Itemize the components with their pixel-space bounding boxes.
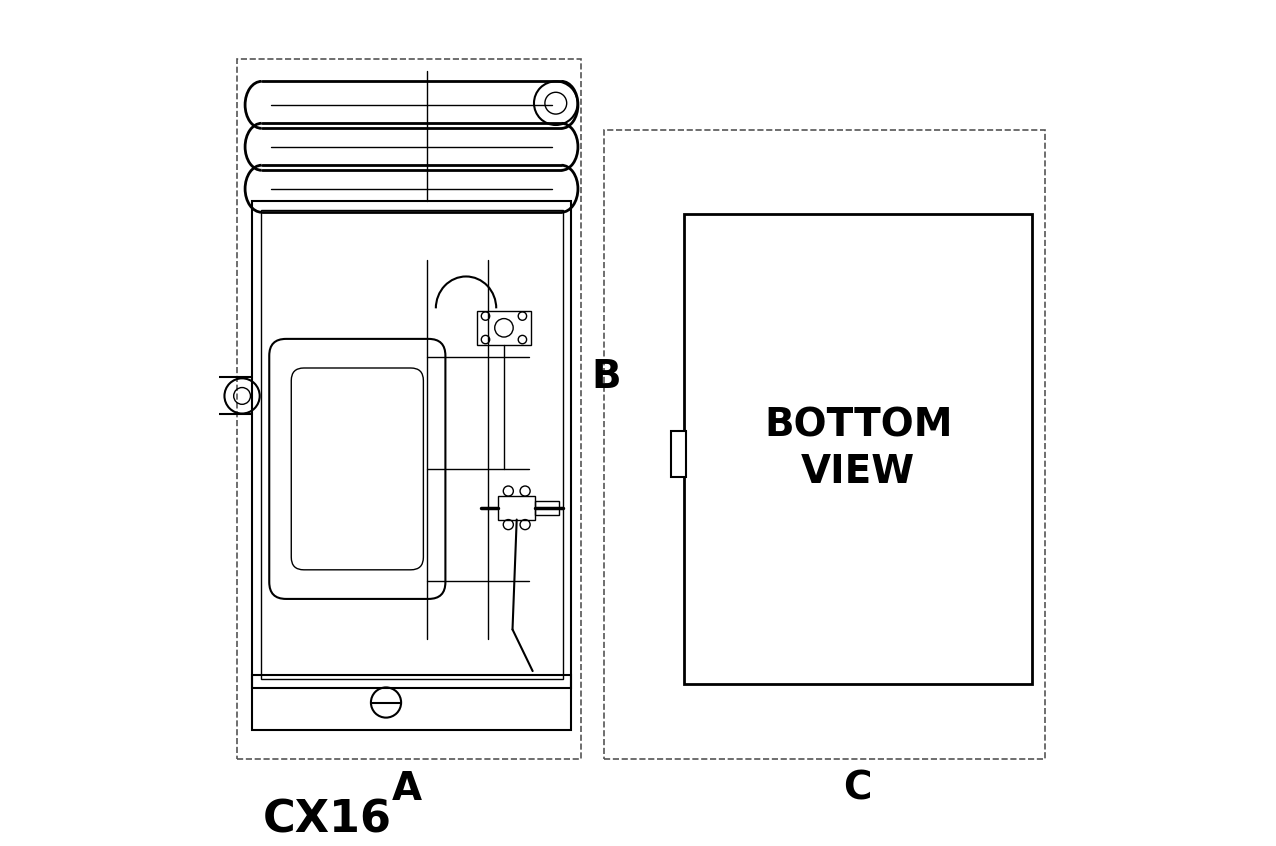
Bar <box>477 311 531 344</box>
Text: BOTTOM
VIEW: BOTTOM VIEW <box>764 406 952 492</box>
Bar <box>253 201 570 688</box>
Bar <box>498 496 535 519</box>
Text: A: A <box>392 770 422 807</box>
Bar <box>684 214 1032 684</box>
Text: B: B <box>591 359 621 397</box>
FancyBboxPatch shape <box>269 339 445 599</box>
Bar <box>671 431 685 477</box>
Bar <box>535 501 559 514</box>
FancyBboxPatch shape <box>291 368 424 570</box>
Bar <box>237 58 581 759</box>
Bar <box>260 210 563 679</box>
Bar <box>605 130 1045 759</box>
Text: C: C <box>843 770 872 807</box>
Bar <box>253 675 570 730</box>
Text: CX16: CX16 <box>263 799 392 842</box>
